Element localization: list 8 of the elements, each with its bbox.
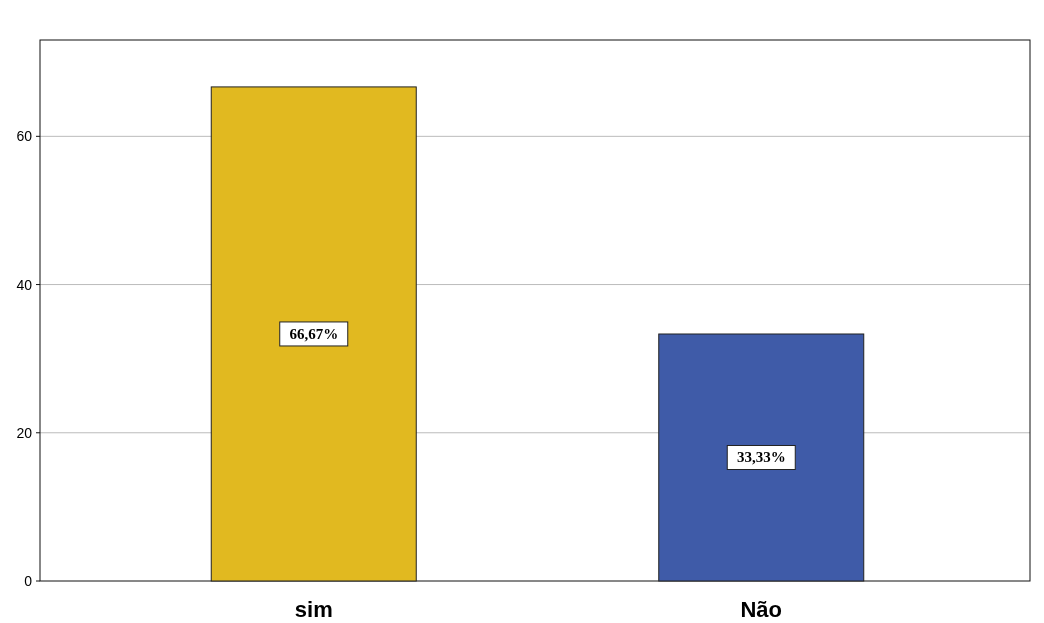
x-tick-label: Não — [740, 597, 783, 622]
y-tick-label: 60 — [16, 128, 33, 145]
data-label: 66,67% — [289, 325, 339, 342]
y-tick-label: 0 — [24, 573, 33, 589]
y-tick-label: 20 — [16, 424, 33, 441]
y-tick-label: 40 — [16, 276, 33, 293]
x-tick-label: sim — [294, 597, 333, 622]
data-label: 33,33% — [736, 449, 786, 466]
